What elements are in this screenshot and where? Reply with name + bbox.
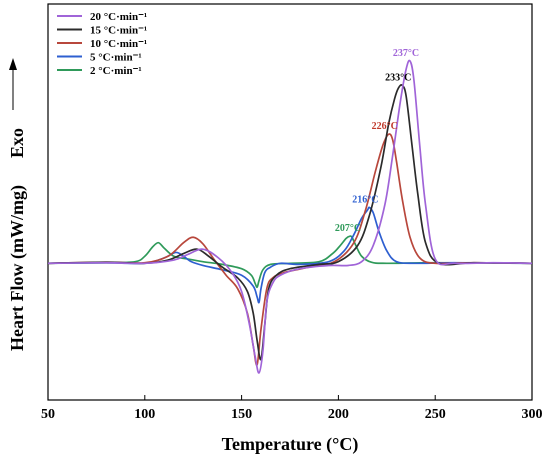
peak-label-1: 237°C (393, 48, 419, 59)
exo-arrow-icon (9, 58, 17, 110)
legend: 20 °C·min⁻¹ 15 °C·min⁻¹10 °C·min⁻¹ 5 °C·mi… (57, 11, 147, 77)
peak-label-2: 233°C (385, 72, 411, 83)
exo-label: Exo (7, 128, 27, 158)
series-line-4 (47, 206, 533, 304)
peak-label-5: 207°C (335, 223, 361, 234)
x-tick-label: 250 (425, 407, 446, 422)
x-tick-label: 300 (522, 407, 543, 422)
x-axis-title: Temperature (°C) (222, 434, 359, 455)
legend-label-5: 2 °C·min⁻¹ (90, 65, 142, 77)
series-line-1 (47, 59, 533, 374)
series-line-2 (47, 84, 533, 361)
y-axis-title: Heart Flow (mW/mg) (7, 185, 28, 351)
legend-label-3: 10 °C·min⁻¹ (90, 38, 147, 50)
series-line-3 (47, 133, 533, 366)
peak-label-3: 226°C (372, 121, 398, 132)
x-tick-label: 200 (328, 407, 349, 422)
x-tick-label: 50 (41, 407, 55, 422)
x-tick-layer: 50 100 150 200 250 300 (41, 395, 543, 422)
series-layer (47, 59, 533, 374)
legend-label-1: 20 °C·min⁻¹ (90, 11, 147, 23)
legend-label-4: 5 °C·min⁻¹ (90, 52, 142, 64)
x-tick-label: 100 (134, 407, 155, 422)
series-line-5 (47, 235, 533, 289)
peak-label-layer: 237°C 233°C 226°C 216°C 207°C (335, 48, 419, 234)
peak-label-4: 216°C (352, 194, 378, 205)
x-tick-label: 150 (231, 407, 252, 422)
legend-label-2: 15 °C·min⁻¹ (90, 25, 147, 37)
plot-frame (47, 3, 533, 401)
